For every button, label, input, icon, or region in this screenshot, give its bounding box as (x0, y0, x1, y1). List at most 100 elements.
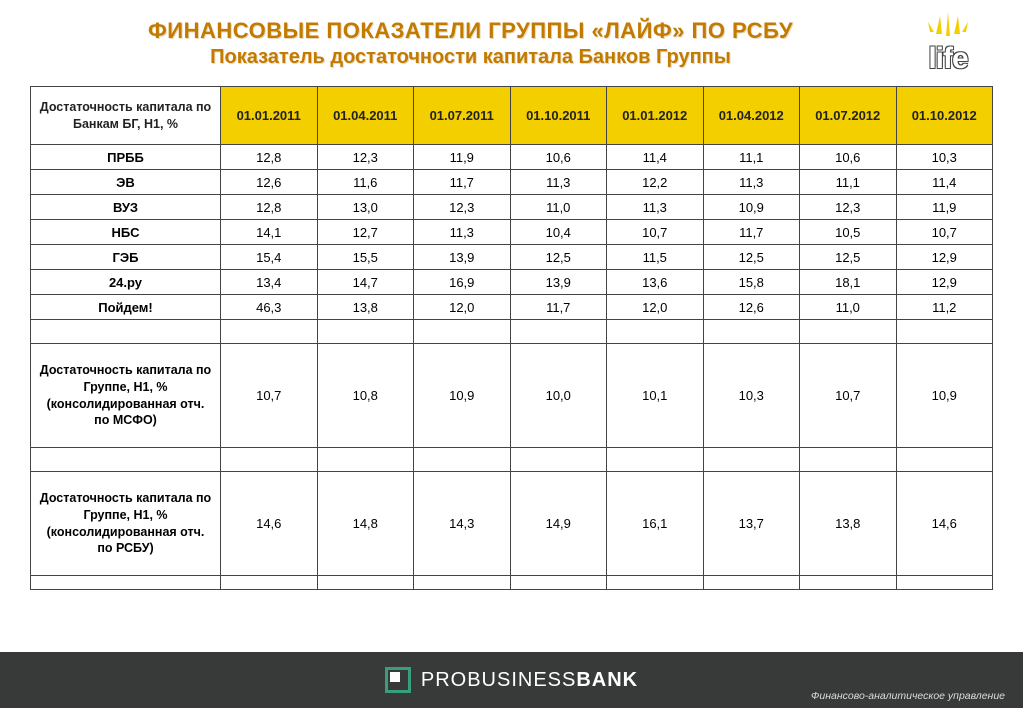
table-row: ПРББ12,812,311,910,611,411,110,610,3 (31, 145, 993, 170)
title-main: ФИНАНСОВЫЕ ПОКАЗАТЕЛИ ГРУППЫ «ЛАЙФ» ПО Р… (48, 18, 893, 44)
cell: 10,8 (317, 344, 414, 448)
pad-cell (607, 576, 704, 590)
cell: 11,3 (414, 220, 511, 245)
cell: 12,3 (317, 145, 414, 170)
cell: 13,8 (800, 472, 897, 576)
cell: 11,1 (800, 170, 897, 195)
pad-cell (31, 576, 221, 590)
cell: 12,8 (221, 145, 318, 170)
probusinessbank-logo: PROBUSINESSBANK (385, 667, 638, 693)
spacer-cell (607, 448, 704, 472)
cell: 18,1 (800, 270, 897, 295)
cell: 10,9 (896, 344, 993, 448)
spacer-cell (31, 448, 221, 472)
pad-cell (221, 576, 318, 590)
cell: 10,9 (414, 344, 511, 448)
cell: 12,6 (221, 170, 318, 195)
capital-adequacy-table: Достаточность капитала по Банкам БГ, Н1,… (30, 86, 993, 590)
cell: 14,6 (221, 472, 318, 576)
col-h-5: 01.04.2012 (703, 87, 800, 145)
pad-cell (800, 576, 897, 590)
spacer-cell (221, 320, 318, 344)
row-label: НБС (31, 220, 221, 245)
cell: 16,1 (607, 472, 704, 576)
cell: 11,3 (703, 170, 800, 195)
cell: 11,6 (317, 170, 414, 195)
cell: 10,5 (800, 220, 897, 245)
cell: 11,5 (607, 245, 704, 270)
spacer-cell (510, 320, 607, 344)
cell: 13,9 (414, 245, 511, 270)
table-row: 24.ру13,414,716,913,913,615,818,112,9 (31, 270, 993, 295)
spacer-cell (896, 320, 993, 344)
cell: 11,0 (510, 195, 607, 220)
cell: 12,8 (221, 195, 318, 220)
col-h-4: 01.01.2012 (607, 87, 704, 145)
spacer-cell (896, 448, 993, 472)
spacer-cell (510, 448, 607, 472)
spacer-cell (703, 320, 800, 344)
spacer-cell (414, 320, 511, 344)
cell: 13,8 (317, 295, 414, 320)
life-logo: life (893, 8, 1003, 78)
pad-cell (510, 576, 607, 590)
cell: 12,3 (800, 195, 897, 220)
row-label: ГЭБ (31, 245, 221, 270)
title-block: ФИНАНСОВЫЕ ПОКАЗАТЕЛИ ГРУППЫ «ЛАЙФ» ПО Р… (48, 18, 893, 69)
cell: 10,0 (510, 344, 607, 448)
spacer-cell (414, 448, 511, 472)
cell: 14,6 (896, 472, 993, 576)
spacer-row (31, 320, 993, 344)
cell: 13,4 (221, 270, 318, 295)
row-header-title: Достаточность капитала по Банкам БГ, Н1,… (31, 87, 221, 145)
col-h-3: 01.10.2011 (510, 87, 607, 145)
table-row: НБС14,112,711,310,410,711,710,510,7 (31, 220, 993, 245)
row-label: Достаточность капитала по Группе, Н1, % … (31, 344, 221, 448)
slide-header: ФИНАНСОВЫЕ ПОКАЗАТЕЛИ ГРУППЫ «ЛАЙФ» ПО Р… (0, 0, 1023, 78)
life-burst-icon (926, 10, 970, 36)
cell: 14,7 (317, 270, 414, 295)
pad-cell (414, 576, 511, 590)
cell: 10,1 (607, 344, 704, 448)
cell: 11,3 (510, 170, 607, 195)
col-h-7: 01.10.2012 (896, 87, 993, 145)
table-row: Пойдем!46,313,812,011,712,012,611,011,2 (31, 295, 993, 320)
row-label: ЭВ (31, 170, 221, 195)
cell: 12,2 (607, 170, 704, 195)
cell: 12,5 (800, 245, 897, 270)
cell: 12,5 (510, 245, 607, 270)
life-logo-text: life (928, 42, 967, 76)
spacer-cell (31, 320, 221, 344)
cell: 10,4 (510, 220, 607, 245)
cell: 12,7 (317, 220, 414, 245)
spacer-cell (221, 448, 318, 472)
col-h-0: 01.01.2011 (221, 87, 318, 145)
cell: 15,5 (317, 245, 414, 270)
cell: 10,7 (607, 220, 704, 245)
cell: 14,8 (317, 472, 414, 576)
table-header-row: Достаточность капитала по Банкам БГ, Н1,… (31, 87, 993, 145)
cell: 13,0 (317, 195, 414, 220)
cell: 11,3 (607, 195, 704, 220)
cell: 12,9 (896, 270, 993, 295)
pad-cell (896, 576, 993, 590)
cell: 11,7 (703, 220, 800, 245)
col-h-2: 01.07.2011 (414, 87, 511, 145)
cell: 14,9 (510, 472, 607, 576)
table-container: Достаточность капитала по Банкам БГ, Н1,… (0, 78, 1023, 590)
row-label: Достаточность капитала по Группе, Н1, % … (31, 472, 221, 576)
cell: 10,6 (800, 145, 897, 170)
cell: 13,6 (607, 270, 704, 295)
col-h-6: 01.07.2012 (800, 87, 897, 145)
cell: 10,7 (896, 220, 993, 245)
cell: 11,1 (703, 145, 800, 170)
cell: 11,0 (800, 295, 897, 320)
cell: 11,7 (414, 170, 511, 195)
bottom-pad-row (31, 576, 993, 590)
cell: 10,3 (703, 344, 800, 448)
spacer-row (31, 448, 993, 472)
cell: 12,0 (414, 295, 511, 320)
cell: 12,9 (896, 245, 993, 270)
cell: 15,4 (221, 245, 318, 270)
footer-bar: PROBUSINESSBANK Финансово-аналитическое … (0, 652, 1023, 708)
